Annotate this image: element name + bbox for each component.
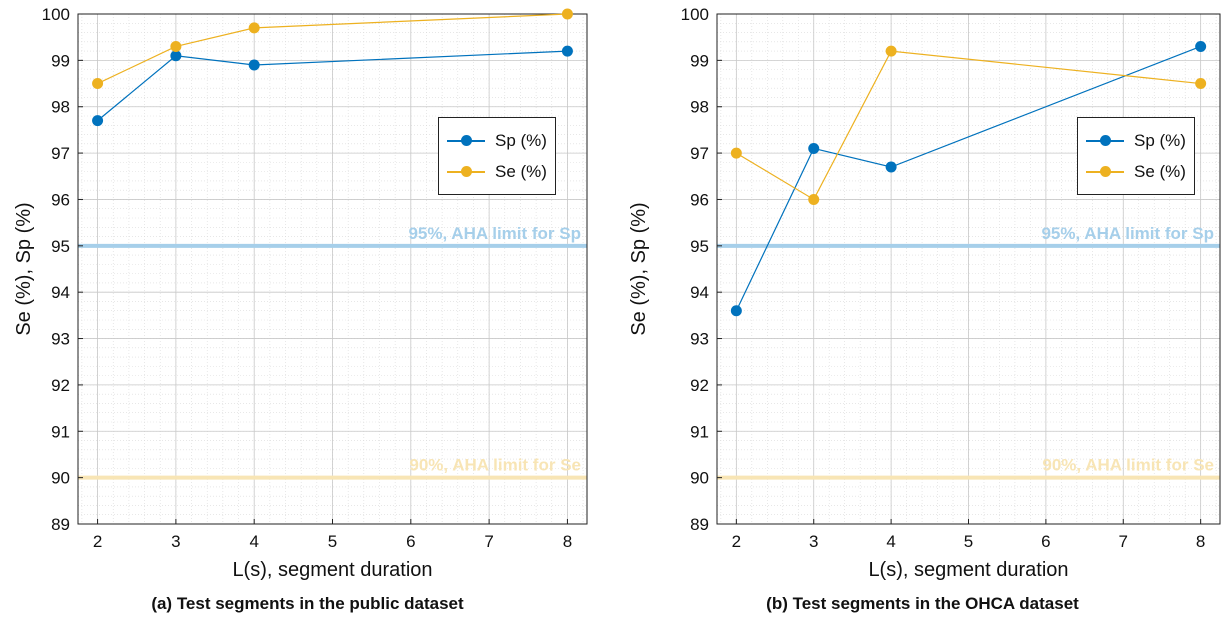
x-tick-label: 7 <box>1119 532 1128 551</box>
reference-line-label: 95%, AHA limit for Sp <box>1041 224 1214 243</box>
x-tick-label: 6 <box>1041 532 1050 551</box>
y-tick-label: 97 <box>51 144 70 163</box>
data-point <box>730 305 742 317</box>
y-tick-label: 89 <box>690 515 709 534</box>
y-tick-label: 94 <box>51 283 70 302</box>
y-tick-label: 98 <box>51 98 70 117</box>
panel-a: 95%, AHA limit for Sp 90%, AHA limit for … <box>13 5 588 613</box>
legend-marker-se <box>461 166 472 177</box>
y-tick-label: 93 <box>51 330 70 349</box>
chart-a: 95%, AHA limit for Sp 90%, AHA limit for … <box>13 5 588 581</box>
legend-label-se: Se (%) <box>1134 162 1186 181</box>
legend-item-sp: Sp (%) <box>439 127 555 153</box>
y-tick-label: 95 <box>51 237 70 256</box>
y-tick-label: 95 <box>690 237 709 256</box>
data-point <box>170 40 182 52</box>
series-line <box>97 50 568 122</box>
legend-label-sp: Sp (%) <box>495 131 547 150</box>
legend-item-sp: Sp (%) <box>1078 127 1194 153</box>
y-tick-label: 96 <box>690 190 709 209</box>
legend-item-se: Se (%) <box>1078 158 1194 184</box>
x-tick-label: 7 <box>484 532 493 551</box>
x-axis-label: L(s), segment duration <box>232 559 432 581</box>
y-tick-label: 97 <box>690 144 709 163</box>
data-point <box>808 193 820 205</box>
series-line <box>97 13 568 85</box>
series-line <box>735 45 1201 311</box>
data-point <box>561 8 573 20</box>
chart-b: 95%, AHA limit for Sp 90%, AHA limit for … <box>628 5 1221 581</box>
data-point <box>1195 78 1207 90</box>
x-tick-label: 6 <box>406 532 415 551</box>
y-tick-label: 89 <box>51 515 70 534</box>
caption-b: (b) Test segments in the OHCA dataset <box>766 594 1079 613</box>
x-tick-label: 2 <box>93 532 102 551</box>
y-tick-label: 96 <box>51 190 70 209</box>
y-tick-label: 98 <box>690 98 709 117</box>
legend-item-se: Se (%) <box>439 158 555 184</box>
panel-b: 95%, AHA limit for Sp 90%, AHA limit for … <box>615 0 1230 626</box>
x-tick-label: 8 <box>563 532 572 551</box>
y-tick-label: 100 <box>42 5 70 24</box>
data-point <box>730 147 742 159</box>
x-tick-label: 8 <box>1196 532 1205 551</box>
reference-line-label: 95%, AHA limit for Sp <box>408 224 581 243</box>
y-tick-label: 100 <box>681 5 709 24</box>
y-tick-label: 92 <box>690 376 709 395</box>
data-point <box>248 59 260 71</box>
legend-marker-sp <box>461 135 472 146</box>
y-tick-label: 90 <box>51 469 70 488</box>
data-point <box>885 161 897 173</box>
legend-marker-sp <box>1100 135 1111 146</box>
y-tick-label: 99 <box>51 51 70 70</box>
x-tick-label: 2 <box>732 532 741 551</box>
legend-marker-se <box>1100 166 1111 177</box>
caption-a: (a) Test segments in the public dataset <box>151 594 464 613</box>
x-axis-label: L(s), segment duration <box>868 559 1068 581</box>
data-point <box>170 50 182 62</box>
reference-line-label: 90%, AHA limit for Se <box>1042 456 1214 475</box>
data-point <box>92 78 104 90</box>
series-line <box>736 50 1201 201</box>
y-axis-label: Se (%), Sp (%) <box>628 202 650 335</box>
x-tick-label: 5 <box>328 532 337 551</box>
x-tick-label: 3 <box>171 532 180 551</box>
x-tick-label: 4 <box>249 532 258 551</box>
y-axis-label: Se (%), Sp (%) <box>13 202 35 335</box>
y-tick-label: 94 <box>690 283 709 302</box>
y-tick-label: 92 <box>51 376 70 395</box>
y-tick-label: 90 <box>690 469 709 488</box>
x-tick-label: 5 <box>964 532 973 551</box>
x-tick-label: 3 <box>809 532 818 551</box>
legend-label-se: Se (%) <box>495 162 547 181</box>
data-point <box>248 22 260 34</box>
legend-b: Sp (%) Se (%) <box>1077 117 1195 195</box>
x-tick-label: 4 <box>886 532 895 551</box>
data-point <box>885 45 897 57</box>
y-tick-label: 91 <box>690 422 709 441</box>
data-point <box>808 142 820 154</box>
y-tick-label: 93 <box>690 330 709 349</box>
legend-a: Sp (%) Se (%) <box>438 117 556 195</box>
data-point <box>561 45 573 57</box>
y-tick-label: 91 <box>51 422 70 441</box>
reference-line-label: 90%, AHA limit for Se <box>409 456 581 475</box>
data-point <box>92 115 104 127</box>
y-tick-label: 99 <box>690 51 709 70</box>
data-point <box>1195 40 1207 52</box>
legend-label-sp: Sp (%) <box>1134 131 1186 150</box>
